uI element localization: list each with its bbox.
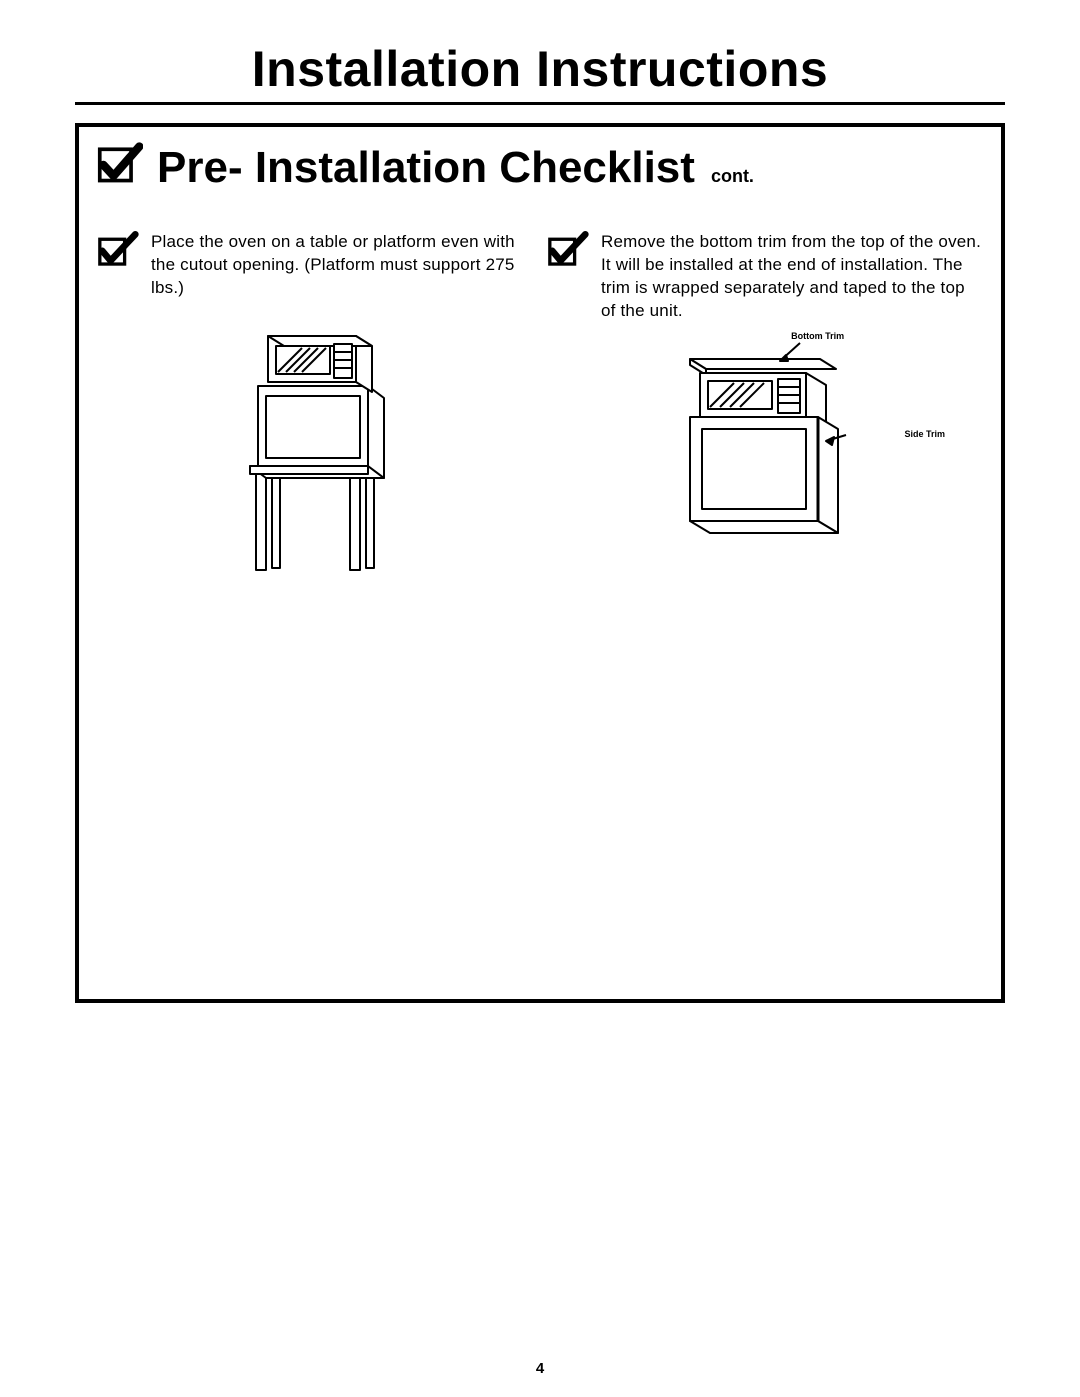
- figure-oven-on-platform: [97, 316, 533, 581]
- checklist-item-text: Place the oven on a table or platform ev…: [151, 231, 533, 300]
- checklist-item-text: Remove the bottom trim from the top of t…: [601, 231, 983, 323]
- checklist-item: Place the oven on a table or platform ev…: [97, 231, 533, 300]
- page: Installation Instructions Pre- Installat…: [0, 0, 1080, 1397]
- checkmark-icon: [547, 231, 589, 269]
- page-number: 4: [0, 1360, 1080, 1377]
- section-cont: cont.: [711, 166, 754, 187]
- checklist-item: Remove the bottom trim from the top of t…: [547, 231, 983, 323]
- callout-side-trim: Side Trim: [905, 429, 946, 439]
- oven-trim-diagram: [650, 329, 880, 539]
- callout-bottom-trim: Bottom Trim: [791, 331, 844, 341]
- column-left: Place the oven on a table or platform ev…: [97, 231, 533, 581]
- checkmark-icon: [97, 231, 139, 269]
- checkmark-icon: [97, 141, 143, 187]
- page-title: Installation Instructions: [252, 40, 828, 102]
- checklist-columns: Place the oven on a table or platform ev…: [97, 231, 983, 581]
- section-heading: Pre- Installation Checklist cont.: [97, 141, 983, 193]
- column-right: Remove the bottom trim from the top of t…: [547, 231, 983, 581]
- content-frame: Pre- Installation Checklist cont. Place …: [75, 123, 1005, 1003]
- oven-platform-diagram: [220, 316, 410, 576]
- title-rule: Installation Instructions: [75, 40, 1005, 105]
- section-title: Pre- Installation Checklist: [157, 143, 695, 193]
- figure-oven-trim: Bottom Trim Side Trim: [547, 329, 983, 544]
